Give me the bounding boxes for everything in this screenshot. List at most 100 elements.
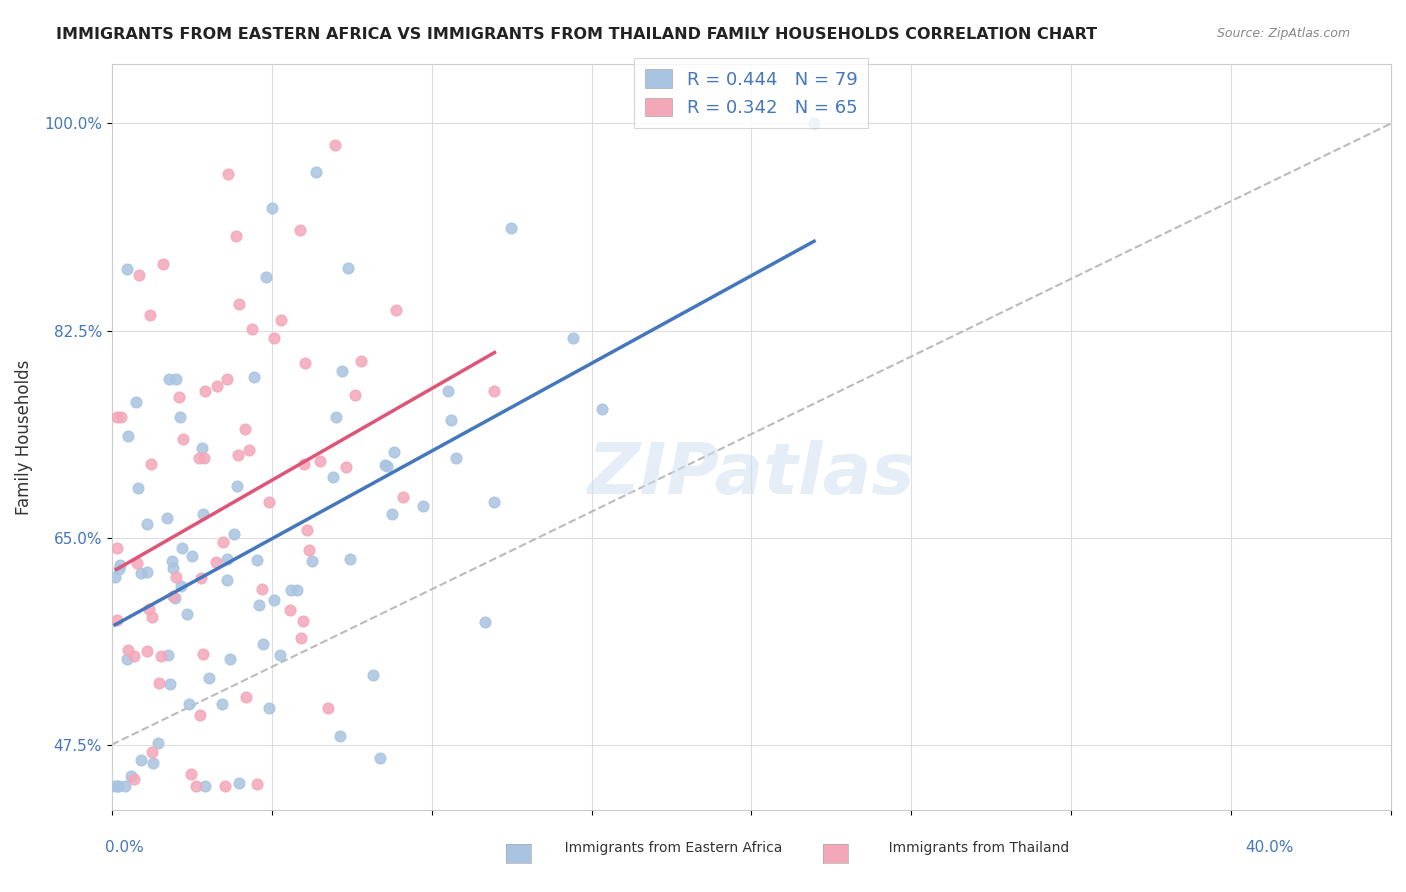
Point [375, 459, 398, 474]
Point [187, 450, 209, 465]
Point [124, 772, 146, 787]
Point [325, 410, 347, 425]
Point [162, 560, 184, 574]
Point [301, 554, 323, 568]
Point [591, 401, 613, 416]
Point [240, 322, 263, 336]
Point [117, 429, 139, 443]
Point [162, 589, 184, 603]
Y-axis label: Family Households: Family Households [15, 359, 32, 515]
Point [131, 753, 153, 767]
Point [269, 648, 291, 662]
Point [194, 779, 217, 793]
Point [139, 308, 162, 322]
Point [141, 756, 163, 770]
Text: 0.0%: 0.0% [105, 840, 145, 855]
Point [297, 523, 319, 537]
Point [125, 557, 148, 571]
Point [335, 459, 357, 474]
Point [305, 165, 328, 179]
Point [350, 353, 373, 368]
Point [215, 551, 238, 566]
Point [149, 649, 172, 664]
Point [152, 257, 174, 271]
Point [139, 457, 162, 471]
Point [105, 613, 128, 627]
Point [292, 457, 315, 471]
Point [205, 555, 228, 569]
Point [105, 541, 128, 555]
Text: 40.0%: 40.0% [1246, 840, 1294, 855]
Point [252, 582, 274, 597]
Point [225, 479, 247, 493]
Point [290, 631, 312, 645]
Point [120, 769, 142, 783]
Point [336, 260, 359, 275]
Point [165, 372, 187, 386]
Point [162, 554, 184, 568]
Text: Source: ZipAtlas.com: Source: ZipAtlas.com [1216, 27, 1350, 40]
Point [190, 442, 212, 456]
Point [193, 451, 215, 466]
Point [108, 558, 131, 572]
Point [233, 422, 256, 436]
Point [207, 378, 229, 392]
Point [159, 677, 181, 691]
Point [243, 369, 266, 384]
Point [141, 745, 163, 759]
Point [298, 543, 321, 558]
Point [136, 516, 159, 531]
Point [167, 390, 190, 404]
Point [190, 571, 212, 585]
Point [294, 356, 316, 370]
Point [217, 167, 239, 181]
Point [104, 569, 127, 583]
Point [440, 413, 463, 427]
Point [484, 495, 506, 509]
Point [226, 448, 249, 462]
Point [110, 409, 132, 424]
Text: Immigrants from Thailand: Immigrants from Thailand [858, 841, 1069, 855]
Point [125, 395, 148, 409]
Point [288, 222, 311, 236]
Point [172, 541, 194, 556]
Text: ZIPatlas: ZIPatlas [588, 440, 915, 508]
Point [484, 384, 506, 398]
Point [339, 552, 361, 566]
Point [188, 708, 211, 723]
Point [259, 494, 281, 508]
Point [252, 637, 274, 651]
Point [474, 615, 496, 629]
Point [218, 652, 240, 666]
Point [278, 603, 301, 617]
Point [224, 527, 246, 541]
Point [291, 614, 314, 628]
Point [146, 736, 169, 750]
Point [214, 779, 236, 793]
Point [257, 701, 280, 715]
Point [136, 565, 159, 579]
Point [107, 779, 129, 793]
Point [228, 297, 250, 311]
Point [108, 562, 131, 576]
Point [105, 409, 128, 424]
Point [374, 458, 396, 472]
Point [501, 220, 523, 235]
Point [169, 409, 191, 424]
Point [380, 507, 402, 521]
Point [325, 138, 347, 153]
Point [254, 269, 277, 284]
Point [382, 445, 405, 459]
Point [193, 647, 215, 661]
Point [228, 775, 250, 789]
Point [129, 566, 152, 581]
Point [412, 499, 434, 513]
Point [180, 549, 202, 563]
Point [309, 454, 332, 468]
Point [211, 697, 233, 711]
Point [170, 579, 193, 593]
Point [156, 648, 179, 662]
Point [235, 690, 257, 704]
Point [148, 676, 170, 690]
Point [392, 490, 415, 504]
